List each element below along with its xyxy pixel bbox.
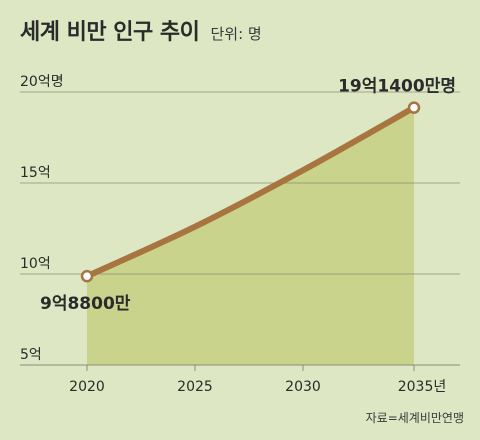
source-credit: 자료=세계비만연맹 <box>365 411 464 425</box>
x-tick-label: 2030 <box>285 379 321 395</box>
series-line <box>84 104 417 280</box>
area-fill <box>87 107 414 365</box>
title-row: 세계 비만 인구 추이 단위: 명 <box>20 14 262 46</box>
y-tick-label: 15억 <box>20 165 51 181</box>
data-point-marker <box>80 269 94 283</box>
data-label: 9억8800만 <box>40 294 131 314</box>
chart-title: 세계 비만 인구 추이 <box>20 20 200 45</box>
data-point-marker <box>407 101 421 114</box>
x-tick-label: 2035년 <box>398 379 447 395</box>
x-tick-label: 2025 <box>177 379 213 395</box>
x-tick-label: 2020 <box>69 379 105 395</box>
y-tick-label: 20억명 <box>20 74 64 90</box>
unit-label: 단위: 명 <box>210 25 262 43</box>
data-label: 19억1400만명 <box>338 77 456 97</box>
y-tick-label: 10억 <box>20 256 51 272</box>
y-tick-label: 5억 <box>20 347 42 363</box>
